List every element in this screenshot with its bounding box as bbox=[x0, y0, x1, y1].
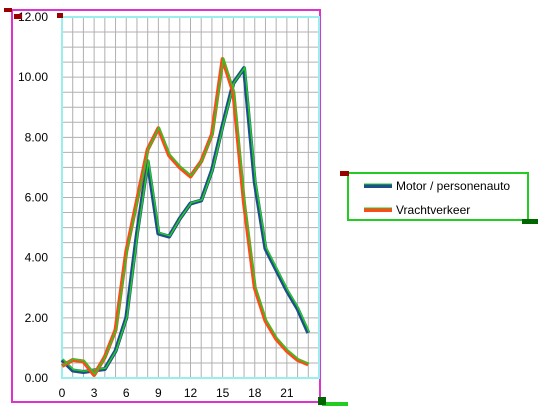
y-tick-label: 12.00 bbox=[18, 10, 48, 24]
x-tick-label: 21 bbox=[280, 386, 294, 400]
selection-handle-bottom-right-dark[interactable] bbox=[318, 397, 326, 405]
x-tick-label: 6 bbox=[123, 386, 130, 400]
series-selection-highlight-1 bbox=[62, 66, 310, 372]
selection-handle-top-left-inner[interactable] bbox=[14, 14, 22, 19]
legend: Motor / personenauto Vrachtverkeer bbox=[340, 171, 538, 224]
series-selection-highlight-2 bbox=[62, 57, 310, 375]
x-tick-label: 9 bbox=[155, 386, 162, 400]
legend-label-1: Motor / personenauto bbox=[396, 179, 510, 193]
y-tick-label: 8.00 bbox=[25, 130, 49, 144]
series-layer bbox=[60, 57, 311, 377]
grid bbox=[61, 16, 320, 379]
y-tick-label: 4.00 bbox=[25, 251, 49, 265]
x-tick-label: 0 bbox=[59, 386, 66, 400]
selection-handle-top-left[interactable] bbox=[4, 8, 12, 12]
x-tick-label: 18 bbox=[248, 386, 262, 400]
legend-box[interactable] bbox=[347, 172, 529, 221]
selection-handle-top[interactable] bbox=[57, 13, 63, 18]
x-tick-label: 3 bbox=[91, 386, 98, 400]
legend-handle-top-left[interactable] bbox=[340, 171, 349, 176]
x-tick-label: 15 bbox=[216, 386, 230, 400]
legend-handle-bottom-right[interactable] bbox=[522, 219, 538, 224]
y-tick-label: 6.00 bbox=[25, 191, 49, 205]
y-tick-label: 2.00 bbox=[25, 311, 49, 325]
chart-outer-frame bbox=[11, 9, 321, 403]
plot-area-border bbox=[61, 16, 320, 379]
axis-labels: 0.00 2.00 4.00 6.00 8.00 10.00 12.00 0 3 6 9 12 15 18… bbox=[18, 10, 294, 400]
y-tick-label: 10.00 bbox=[18, 70, 48, 84]
legend-label-2: Vrachtverkeer bbox=[396, 203, 470, 217]
x-tick-label: 12 bbox=[184, 386, 198, 400]
selection-handle-bottom-right[interactable] bbox=[322, 402, 348, 406]
series-line-1[interactable] bbox=[60, 66, 311, 374]
y-tick-label: 0.00 bbox=[25, 371, 49, 385]
